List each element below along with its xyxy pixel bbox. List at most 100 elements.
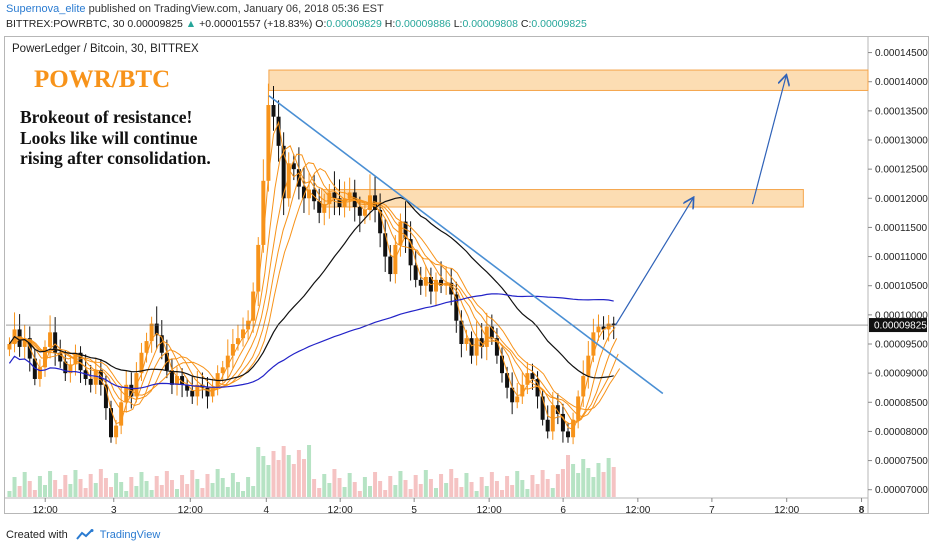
volume-bar: [535, 484, 540, 497]
candle-body: [53, 332, 58, 353]
ma-orange-line: [8, 120, 614, 431]
candle-body: [68, 364, 73, 374]
projection-arrow-1: [614, 198, 693, 326]
volume-bar: [149, 490, 154, 497]
volume-bar: [312, 479, 317, 497]
candle-body: [555, 405, 560, 414]
y-tick-label: 0.00007000: [875, 485, 928, 496]
volume-bar: [63, 475, 68, 497]
volume-bar: [591, 477, 596, 497]
candle-body: [317, 201, 322, 213]
x-tick-label: 4: [264, 505, 270, 516]
y-tick-label: 0.00008000: [875, 427, 928, 438]
candle-body: [378, 209, 383, 234]
candle-body: [312, 189, 317, 202]
candle-body: [464, 338, 469, 344]
candle-body: [119, 402, 124, 426]
candle-body: [139, 352, 144, 374]
volume-bar: [357, 491, 362, 497]
y-tick-label: 0.00012000: [875, 194, 928, 205]
candle-body: [535, 378, 540, 397]
volume-bar: [261, 456, 266, 497]
volume-bar: [53, 480, 58, 497]
low-label: L:: [453, 18, 463, 30]
y-tick-label: 0.00010500: [875, 281, 928, 292]
candle-body: [251, 291, 256, 321]
candle-body: [261, 180, 266, 245]
candle-body: [159, 335, 164, 353]
pair-annotation: POWR/BTC: [34, 66, 171, 93]
candle-body: [42, 346, 47, 368]
volume-bar: [520, 480, 525, 497]
candle-body: [444, 282, 449, 286]
y-tick-label: 0.00013500: [875, 106, 928, 117]
volume-bar: [545, 479, 550, 497]
x-tick-label: 12:00: [33, 505, 58, 516]
author-link[interactable]: Supernova_elite: [6, 3, 86, 15]
volume-bar: [164, 471, 169, 497]
tradingview-link[interactable]: TradingView: [99, 529, 161, 541]
close-label: C:: [520, 18, 532, 30]
volume-bar: [454, 478, 459, 497]
candle-body: [591, 332, 596, 356]
volume-bar: [515, 471, 520, 497]
volume-bar: [606, 458, 611, 497]
candle-body: [611, 323, 616, 326]
candle-body: [566, 431, 571, 438]
candle-body: [499, 355, 504, 374]
candle-body: [230, 344, 235, 356]
tradingview-logo-icon: [75, 529, 94, 540]
candle-body: [286, 163, 291, 199]
volume-bar: [185, 484, 190, 497]
candle-body: [505, 373, 510, 388]
footer: Created with TradingView: [6, 529, 160, 541]
volume-bar: [42, 485, 47, 497]
volume-bar: [322, 474, 327, 497]
volume-bar: [103, 478, 108, 497]
volume-bar: [225, 487, 230, 497]
candle-body: [581, 376, 586, 397]
volume-bar: [154, 476, 159, 497]
chart-symbol-title: PowerLedger / Bitcoin, 30, BITTREX: [12, 43, 199, 55]
volume-bar: [611, 467, 616, 497]
analysis-note: Brokeout of resistance! Looks like will …: [20, 107, 211, 169]
volume-bar: [119, 482, 124, 497]
candle-body: [266, 105, 271, 181]
current-price-tag: [869, 318, 927, 333]
candle-body: [256, 244, 261, 292]
volume-bar: [464, 473, 469, 497]
chart-frame: [4, 36, 929, 514]
ma-blue-line: [8, 293, 614, 390]
volume-bar: [83, 488, 88, 497]
volume-bar: [383, 490, 388, 497]
ohlc-bar: BITTREX:POWRBTC, 30 0.00009825 ▲ +0.0000…: [6, 18, 587, 30]
candle-body: [225, 355, 230, 368]
candle-body: [37, 367, 42, 379]
volume-bar: [78, 479, 83, 497]
volume-bar: [444, 483, 449, 497]
low-value: 0.00009808: [462, 18, 518, 30]
volume-bar: [530, 475, 535, 497]
current-price-label: 0.00009825: [874, 321, 927, 332]
volume-bar: [159, 485, 164, 497]
volume-bar: [190, 470, 195, 497]
candle-body: [398, 221, 403, 245]
candle-body: [596, 326, 601, 333]
volume-bar: [347, 473, 352, 497]
volume-bar: [566, 455, 571, 497]
candle-body: [494, 338, 499, 356]
candle-body: [418, 279, 423, 286]
volume-bar: [129, 477, 134, 497]
trendline: [268, 95, 664, 395]
volume-bar: [418, 484, 423, 497]
volume-bar: [596, 463, 601, 497]
note-line-2: Looks like will continue: [20, 127, 198, 148]
candle-body: [175, 376, 180, 385]
x-tick-label: 12:00: [774, 505, 799, 516]
volume-bar: [560, 469, 565, 497]
candle-body: [332, 192, 337, 199]
volume-bar: [291, 464, 296, 497]
x-tick-label: 5: [411, 505, 417, 516]
y-tick-label: 0.00012500: [875, 165, 928, 176]
